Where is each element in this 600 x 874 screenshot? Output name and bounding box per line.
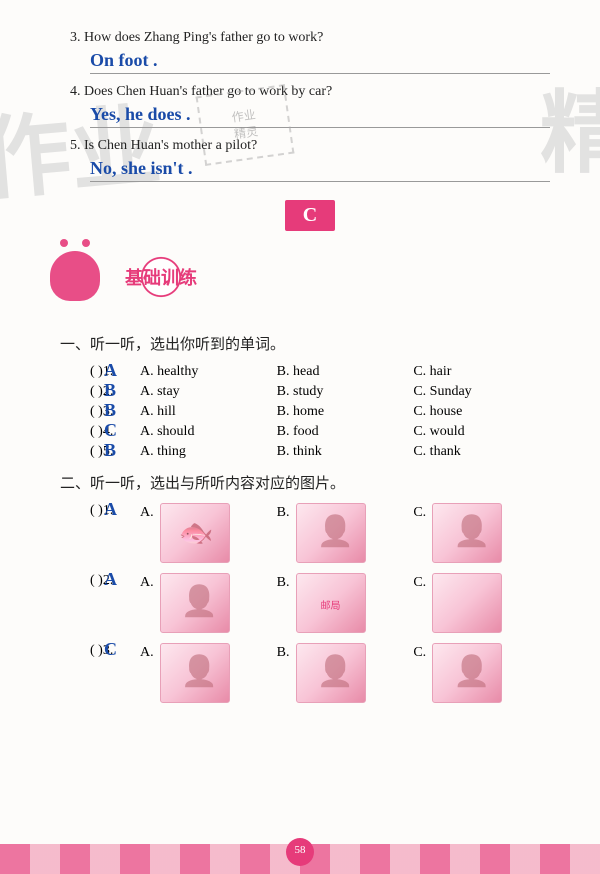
paren: (C )4. — [90, 424, 140, 440]
option-a: A. stay — [140, 384, 277, 400]
option-c: C. hair — [413, 364, 550, 380]
paren: (A )2. — [90, 573, 140, 589]
pic-label: C. — [413, 503, 426, 521]
option-b: B. study — [277, 384, 414, 400]
paren: (C )3. — [90, 643, 140, 659]
pic-cell-c: C. — [413, 573, 550, 633]
answer-line-4: Yes, he does . — [90, 104, 550, 128]
option-b: B. think — [277, 444, 414, 460]
q-number: 3. — [70, 30, 81, 46]
paren: (B )3. — [90, 404, 140, 420]
picture-postman — [160, 573, 230, 633]
pic-label: B. — [277, 573, 290, 591]
picture-cooking — [432, 503, 502, 563]
question-5: 5. Is Chen Huan's mother a pilot? — [70, 138, 550, 154]
pic-row-3: (C )3. A. B. 校长 C. — [90, 643, 550, 703]
handwritten-answer: B — [104, 380, 116, 401]
pic-cell-c: C. — [413, 643, 550, 703]
pic-label: A. — [140, 573, 154, 591]
handwritten-answer: A — [104, 569, 117, 590]
option-c: C. Sunday — [413, 384, 550, 400]
handwritten-answer: A — [104, 499, 117, 520]
handwritten-answer: On foot . — [90, 50, 158, 70]
paren: (A )1. — [90, 364, 140, 380]
pic-label: B. — [277, 643, 290, 661]
handwritten-answer: B — [104, 400, 116, 421]
section-c-header: C — [70, 200, 550, 231]
q-number: 5. — [70, 138, 81, 154]
paren: (B )5. — [90, 444, 140, 460]
option-a: A. healthy — [140, 364, 277, 380]
picture-fishing — [296, 503, 366, 563]
mcq-row-1: (A )1. A. healthy B. head C. hair — [90, 364, 550, 380]
option-c: C. would — [413, 424, 550, 440]
section-letter: C — [285, 200, 335, 231]
paren: (A )1. — [90, 503, 140, 519]
paren: (B )2. — [90, 384, 140, 400]
page-number: 58 — [286, 838, 314, 866]
pic-cell-b: B. — [277, 503, 414, 563]
pic-row-2: (A )2. A. B. 邮局 C. — [90, 573, 550, 633]
handwritten-answer: A — [104, 360, 117, 381]
answer-line-5: No, she isn't . — [90, 158, 550, 182]
option-b: B. home — [277, 404, 414, 420]
training-title: 基础训练 — [105, 256, 217, 298]
handwritten-answer: C — [104, 420, 117, 441]
option-c: C. house — [413, 404, 550, 420]
option-a: A. should — [140, 424, 277, 440]
picture-principal: 校长 — [296, 643, 366, 703]
option-a: A. thing — [140, 444, 277, 460]
pic-row-1: (A )1. A. B. C. — [90, 503, 550, 563]
pic-label: B. — [277, 503, 290, 521]
pic-cell-b: B. 校长 — [277, 643, 414, 703]
mcq-row-3: (B )3. A. hill B. home C. house — [90, 404, 550, 420]
picture-postoffice: 邮局 — [296, 573, 366, 633]
option-a: A. hill — [140, 404, 277, 420]
pic-label: A. — [140, 503, 154, 521]
pic-cell-c: C. — [413, 503, 550, 563]
section1-title: 一、听一听，选出你听到的单词。 — [60, 333, 550, 354]
mcq-row-4: (C )4. A. should B. food C. would — [90, 424, 550, 440]
page-content: 3. How does Zhang Ping's father go to wo… — [0, 0, 600, 703]
option-c: C. thank — [413, 444, 550, 460]
bee-icon — [50, 251, 100, 301]
handwritten-answer: C — [104, 639, 117, 660]
watermark-stamp: 作业 精灵 — [196, 84, 295, 166]
option-b: B. head — [277, 364, 414, 380]
pic-cell-a: A. — [140, 503, 277, 563]
q-number: 4. — [70, 84, 81, 100]
section2-title: 二、听一听，选出与所听内容对应的图片。 — [60, 472, 550, 493]
mcq-row-5: (B )5. A. thing B. think C. thank — [90, 444, 550, 460]
pic-cell-a: A. — [140, 573, 277, 633]
pic-caption: 校长 — [321, 701, 341, 703]
handwritten-answer: No, she isn't . — [90, 158, 193, 178]
mcq-row-2: (B )2. A. stay B. study C. Sunday — [90, 384, 550, 400]
pic-caption: 邮局 — [321, 597, 341, 612]
q-text: How does Zhang Ping's father go to work? — [84, 30, 323, 45]
picture-fish — [160, 503, 230, 563]
picture-letter — [432, 573, 502, 633]
bee-decoration: 基础训练 — [50, 241, 550, 321]
picture-scientist — [432, 643, 502, 703]
option-b: B. food — [277, 424, 414, 440]
question-4: 4. Does Chen Huan's father go to work by… — [70, 84, 550, 100]
pic-label: C. — [413, 573, 426, 591]
pic-label: A. — [140, 643, 154, 661]
pic-cell-a: A. — [140, 643, 277, 703]
picture-teacher — [160, 643, 230, 703]
answer-line-3: On foot . — [90, 50, 550, 74]
handwritten-answer: B — [104, 440, 116, 461]
handwritten-answer: Yes, he does . — [90, 104, 191, 124]
pic-cell-b: B. 邮局 — [277, 573, 414, 633]
pic-label: C. — [413, 643, 426, 661]
question-3: 3. How does Zhang Ping's father go to wo… — [70, 30, 550, 46]
